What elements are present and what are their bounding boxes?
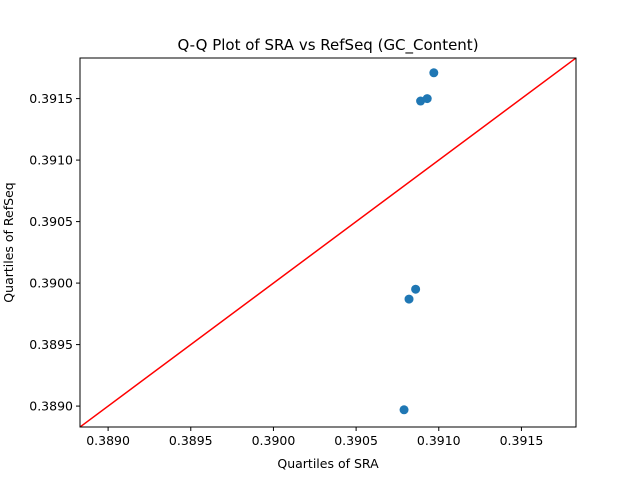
x-tick-label: 0.3900 (252, 433, 296, 448)
y-tick-label: 0.3890 (29, 399, 73, 414)
x-tick-label: 0.3895 (169, 433, 213, 448)
data-point (404, 294, 414, 304)
data-point (411, 284, 421, 294)
axes-frame (79, 57, 577, 428)
x-tick-label: 0.3915 (500, 433, 544, 448)
y-tick-label: 0.3910 (29, 153, 73, 168)
y-tick-label: 0.3900 (29, 276, 73, 291)
reference-line (80, 58, 576, 427)
x-tick-label: 0.3910 (417, 433, 461, 448)
axis-ticks: 0.3890 0.3895 0.3900 0.3905 0.3910 0.3915 0.38… (29, 91, 543, 448)
x-axis-label: Quartiles of SRA (277, 456, 379, 471)
x-tick-label: 0.3890 (86, 433, 130, 448)
x-tick-label: 0.3905 (334, 433, 378, 448)
y-tick-label: 0.3915 (29, 91, 73, 106)
data-point (422, 94, 432, 104)
data-point (429, 68, 439, 78)
y-tick-label: 0.3905 (29, 214, 73, 229)
plot-area (80, 58, 576, 427)
y-axis-label: Quartiles of RefSeq (1, 182, 16, 302)
chart-title: Q-Q Plot of SRA vs RefSeq (GC_Content) (177, 36, 478, 55)
y-tick-label: 0.3895 (29, 337, 73, 352)
data-point (399, 405, 409, 415)
